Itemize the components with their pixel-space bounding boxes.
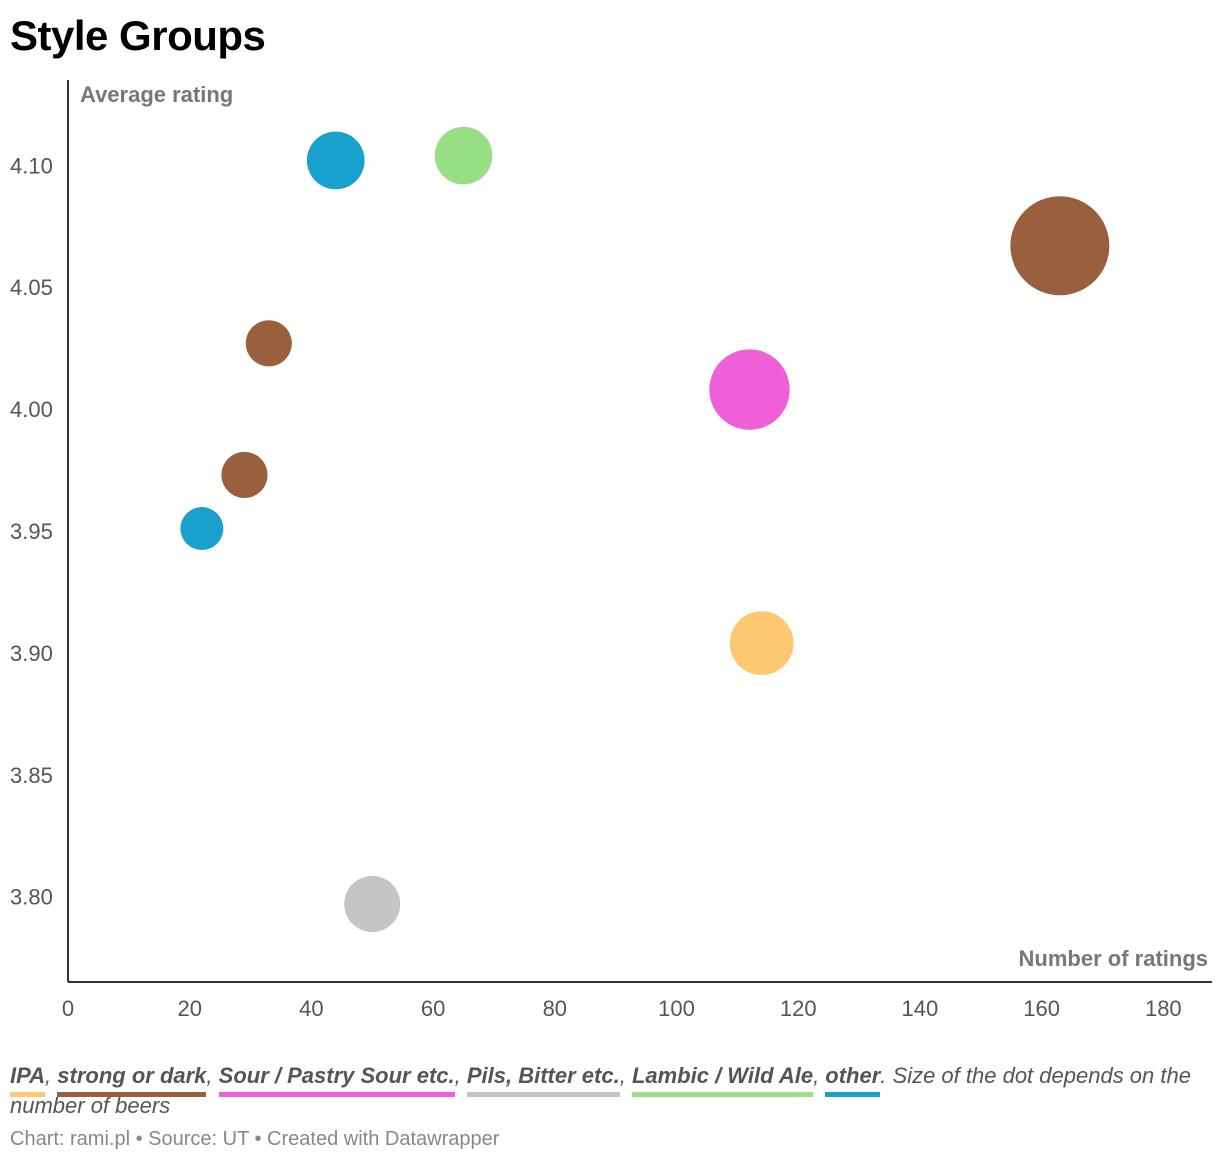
bubble-point[interactable] <box>729 611 794 676</box>
legend-item: other <box>825 1062 881 1097</box>
legend-item-label: strong or dark <box>57 1063 207 1088</box>
legend-item-label: other <box>825 1063 881 1088</box>
y-tick-label: 3.95 <box>10 519 53 544</box>
x-tick-label: 0 <box>62 996 74 1021</box>
y-tick-label: 4.10 <box>10 153 53 178</box>
legend-swatch <box>218 1092 455 1097</box>
legend-swatch <box>57 1092 207 1097</box>
legend-item: Lambic / Wild Ale <box>631 1062 814 1097</box>
legend-item-label: IPA <box>10 1063 46 1088</box>
legend-item-label: Lambic / Wild Ale <box>631 1063 814 1088</box>
bubble-chart: 3.80 3.85 3.90 3.95 4.00 4.05 4.10 0 20 40 60 80 10… <box>10 80 1212 1021</box>
legend-swatch <box>466 1092 620 1097</box>
chart-title: Style Groups <box>10 12 266 59</box>
bubble-point[interactable] <box>306 131 365 190</box>
legend-separator: , <box>454 1063 467 1088</box>
x-tick-label: 180 <box>1145 996 1182 1021</box>
legend-separator: , <box>206 1063 219 1088</box>
y-tick-label: 3.80 <box>10 885 53 910</box>
legend-swatch <box>10 1092 46 1097</box>
legend: IPA, strong or dark, Sour / Pastry Sour … <box>10 1062 1200 1120</box>
x-tick-label: 120 <box>780 996 817 1021</box>
y-tick-label: 4.00 <box>10 397 53 422</box>
x-tick-label: 40 <box>299 996 323 1021</box>
bubble-point[interactable] <box>709 349 790 430</box>
y-axis-ticks: 3.80 3.85 3.90 3.95 4.00 4.05 4.10 <box>10 153 53 909</box>
legend-item-label: Sour / Pastry Sour etc. <box>218 1063 455 1088</box>
legend-separator: , <box>813 1063 826 1088</box>
x-tick-label: 100 <box>658 996 695 1021</box>
x-tick-label: 140 <box>902 996 939 1021</box>
bubbles <box>180 126 1110 933</box>
legend-swatch <box>631 1092 814 1097</box>
bubble-point[interactable] <box>221 451 268 498</box>
legend-separator: , <box>45 1063 58 1088</box>
y-tick-label: 3.85 <box>10 763 53 788</box>
footer-credits: Chart: rami.pl • Source: UT • Created wi… <box>10 1128 500 1150</box>
x-tick-label: 20 <box>177 996 201 1021</box>
bubble-point[interactable] <box>180 507 224 551</box>
legend-swatch <box>825 1092 881 1097</box>
bubble-point[interactable] <box>434 126 493 185</box>
x-tick-label: 60 <box>421 996 445 1021</box>
bubble-point[interactable] <box>245 320 292 367</box>
bubble-point[interactable] <box>344 875 401 933</box>
y-tick-label: 4.05 <box>10 275 53 300</box>
legend-item: strong or dark <box>57 1062 207 1097</box>
x-tick-label: 160 <box>1023 996 1060 1021</box>
legend-item-label: Pils, Bitter etc. <box>466 1063 620 1088</box>
x-axis-title: Number of ratings <box>1019 946 1208 971</box>
legend-item: Sour / Pastry Sour etc. <box>218 1062 455 1097</box>
y-axis-title: Average rating <box>80 82 233 107</box>
legend-item: Pils, Bitter etc. <box>466 1062 620 1097</box>
y-tick-label: 3.90 <box>10 641 53 666</box>
x-tick-label: 80 <box>543 996 567 1021</box>
bubble-point[interactable] <box>1010 196 1110 296</box>
legend-note: . Size of the dot depends on the number … <box>10 1063 1191 1118</box>
legend-separator: , <box>619 1063 632 1088</box>
x-axis-ticks: 0 20 40 60 80 100 120 140 160 180 <box>62 996 1182 1021</box>
legend-item: IPA <box>10 1062 46 1097</box>
